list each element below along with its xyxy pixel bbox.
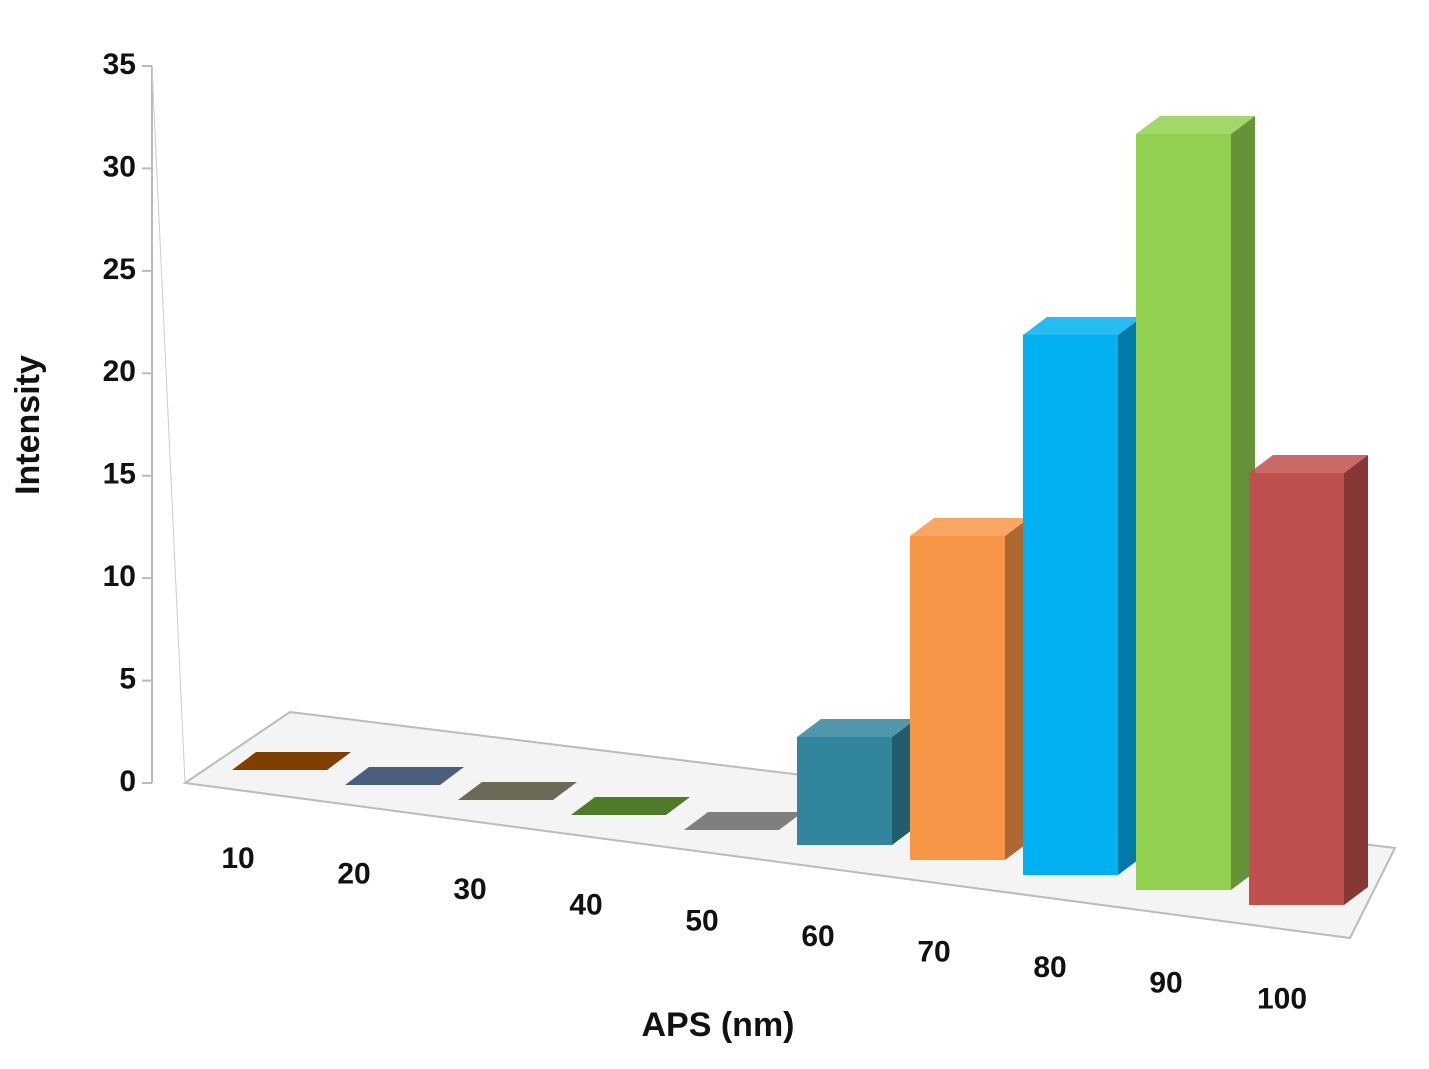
y-tick-label: 10 [103, 560, 136, 593]
bar [571, 797, 690, 815]
bar-front [910, 536, 1005, 860]
x-tick-label: 100 [1257, 982, 1307, 1015]
bar-top [345, 767, 464, 785]
x-tick-label: 80 [1033, 951, 1066, 984]
bar [910, 518, 1029, 860]
bar-front [797, 737, 892, 845]
bar-top [684, 812, 803, 830]
y-tick-label: 20 [103, 355, 136, 388]
bar [345, 767, 464, 785]
bar-top [1249, 455, 1368, 473]
x-tick-label: 60 [801, 920, 834, 953]
axis-edge [151, 65, 186, 784]
bar [797, 719, 916, 845]
y-tick-label: 30 [103, 150, 136, 183]
bar [232, 752, 351, 770]
x-tick-label: 30 [453, 873, 486, 906]
y-tick-label: 15 [103, 458, 136, 491]
x-tick-label: 70 [917, 936, 950, 969]
y-tick-label: 25 [103, 253, 136, 286]
bar [1023, 317, 1142, 875]
bar-side [1344, 455, 1368, 905]
bar-top [1136, 116, 1255, 134]
bar [684, 812, 803, 830]
bar-top [797, 719, 916, 737]
x-tick-label: 20 [337, 858, 370, 891]
y-tick-label: 5 [119, 662, 136, 695]
bar [1249, 455, 1368, 905]
bar [1136, 116, 1255, 890]
bar-front [1023, 335, 1118, 875]
y-tick-label: 0 [119, 765, 136, 798]
bar-top [458, 782, 577, 800]
y-axis-title: Intensity [9, 355, 47, 495]
bar [458, 782, 577, 800]
bar-top [232, 752, 351, 770]
x-tick-label: 90 [1149, 967, 1182, 1000]
x-tick-label: 40 [569, 889, 602, 922]
x-tick-label: 10 [221, 842, 254, 875]
bar-front [1136, 134, 1231, 890]
y-tick-label: 35 [103, 48, 136, 81]
bar-top [1023, 317, 1142, 335]
bar-top [910, 518, 1029, 536]
x-axis-title: APS (nm) [642, 1006, 795, 1044]
x-tick-label: 50 [685, 904, 718, 937]
bar-front [1249, 473, 1344, 905]
bar-top [571, 797, 690, 815]
